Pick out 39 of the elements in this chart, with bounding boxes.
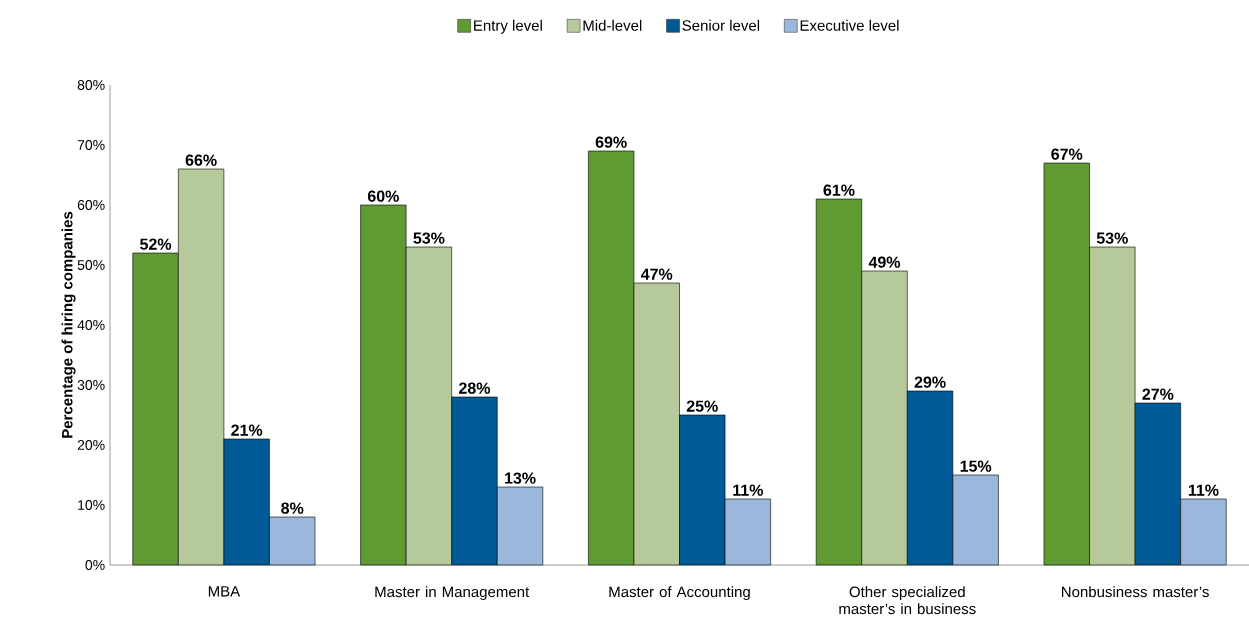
data-label: 47%: [640, 268, 673, 280]
y-tick-label: 50%: [77, 260, 105, 270]
legend-label: Entry level: [474, 19, 542, 34]
data-label: 67%: [1051, 148, 1083, 160]
data-label: 52%: [140, 238, 172, 250]
data-label: 60%: [367, 190, 399, 202]
data-label: 66%: [185, 154, 217, 166]
y-tick-label: 40%: [77, 320, 105, 330]
x-tick-label: MBA: [208, 586, 241, 597]
x-tick-label: Master of Accounting: [609, 586, 750, 601]
x-tick-label: Nonbusiness master’s: [1061, 586, 1209, 598]
data-label: 25%: [686, 400, 718, 412]
data-label: 13%: [505, 472, 536, 484]
data-label: 21%: [231, 424, 263, 436]
y-tick-label: 10%: [78, 500, 105, 510]
y-tick-label: 70%: [77, 140, 105, 150]
data-label: 15%: [960, 460, 992, 472]
data-label: 11%: [733, 484, 763, 496]
data-label: 53%: [413, 232, 445, 244]
y-tick-label: 0%: [85, 560, 105, 570]
x-tick-label: Other specialized master’s in business: [839, 586, 976, 615]
data-label: 28%: [459, 382, 491, 394]
data-label: 53%: [1096, 232, 1128, 244]
y-axis-title: Percentage of hiring companies: [61, 211, 76, 438]
data-label: 27%: [1142, 388, 1174, 400]
data-label: 29%: [914, 376, 946, 388]
legend-label: Senior level: [682, 19, 760, 31]
x-tick-label: Master in Management: [375, 586, 530, 601]
data-label: 61%: [823, 184, 855, 196]
y-tick-label: 20%: [77, 440, 105, 450]
legend-label: Mid-level: [583, 19, 642, 31]
y-tick-label: 60%: [77, 200, 105, 210]
data-label: 11%: [1188, 484, 1219, 496]
data-label: 49%: [868, 256, 901, 268]
y-tick-label: 30%: [77, 380, 105, 390]
data-label: 8%: [281, 502, 304, 514]
y-tick-label: 80%: [77, 80, 105, 90]
data-label: 69%: [595, 136, 627, 148]
legend-label: Executive level: [800, 19, 899, 31]
